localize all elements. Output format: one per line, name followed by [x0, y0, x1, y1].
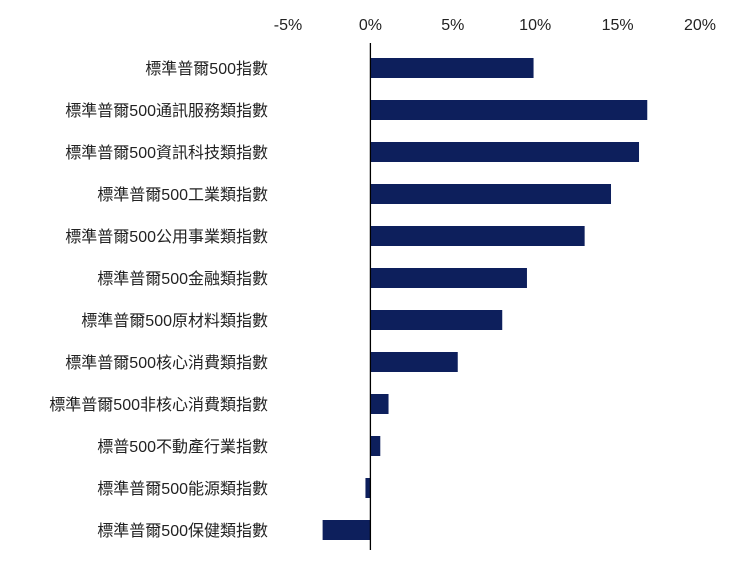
bar	[370, 58, 534, 78]
category-label: 標準普爾500指數	[145, 60, 268, 78]
bar	[370, 100, 648, 120]
category-label: 標準普爾500資訊科技類指數	[65, 144, 268, 162]
category-label: 標準普爾500工業類指數	[97, 186, 268, 204]
category-label: 標普500不動產行業指數	[97, 438, 268, 456]
category-label: 標準普爾500非核心消費類指數	[49, 396, 268, 414]
x-tick-label: 20%	[684, 17, 716, 34]
category-labels: 標準普爾500指數標準普爾500通訊服務類指數標準普爾500資訊科技類指數標準普…	[49, 60, 268, 540]
bar	[370, 184, 612, 204]
bars	[322, 58, 648, 540]
category-label: 標準普爾500公用事業類指數	[65, 228, 268, 246]
x-axis-ticks: -5% 0% 5% 10% 15% 20%	[274, 17, 716, 34]
category-label: 標準普爾500核心消費類指數	[65, 354, 268, 372]
x-tick-label: 0%	[359, 17, 382, 34]
category-label: 標準普爾500能源類指數	[97, 480, 268, 498]
x-tick-label: -5%	[274, 17, 302, 34]
bar	[370, 226, 585, 246]
category-label: 標準普爾500通訊服務類指數	[65, 102, 268, 120]
bar	[370, 268, 527, 288]
x-tick-label: 15%	[602, 17, 634, 34]
bar	[370, 394, 389, 414]
bar	[370, 142, 640, 162]
bar	[365, 478, 371, 498]
category-label: 標準普爾500保健類指數	[97, 522, 268, 540]
bar	[370, 352, 458, 372]
bar	[370, 310, 503, 330]
category-label: 標準普爾500原材料類指數	[81, 312, 268, 330]
x-tick-label: 5%	[441, 17, 464, 34]
bar	[370, 436, 381, 456]
x-tick-label: 10%	[519, 17, 551, 34]
category-label: 標準普爾500金融類指數	[97, 270, 268, 288]
bar	[322, 520, 371, 540]
